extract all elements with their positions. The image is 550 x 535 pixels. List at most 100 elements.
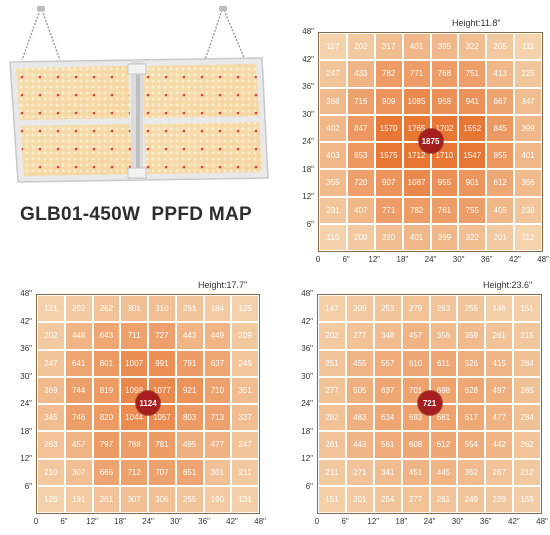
ppfd-cell: 125 [37, 485, 65, 513]
ppfd-cell: 261 [318, 431, 346, 459]
ppfd-cell: 301 [203, 458, 232, 486]
ppfd-cell: 1098 [120, 376, 148, 404]
ppfd-cell: 356 [429, 322, 458, 350]
ppfd-cell: 407 [346, 196, 375, 224]
ppfd-cell: 955 [430, 169, 459, 197]
y-axis-label: 36" [301, 344, 313, 353]
led-grow-light-image [9, 6, 269, 183]
ppfd-cell: 395 [430, 33, 459, 61]
x-axis-label: 0 [315, 255, 321, 264]
ppfd-cell: 637 [203, 349, 232, 377]
ppfd-cell: 263 [429, 295, 458, 323]
ppfd-cell: 220 [485, 485, 514, 513]
ppfd-cell: 184 [203, 295, 232, 323]
ppfd-cell: 665 [92, 458, 121, 486]
ppfd-cell: 751 [458, 60, 487, 88]
ppfd-cell: 202 [37, 322, 65, 350]
ppfd-cell: 744 [64, 376, 93, 404]
y-axis-label: 12" [302, 192, 314, 201]
ppfd-cell: 641 [64, 349, 93, 377]
ppfd-cell: 202 [318, 322, 346, 350]
x-axis-label: 12" [368, 255, 381, 264]
center-ppfd-badge: 721 [417, 391, 442, 415]
ppfd-cell: 284 [513, 404, 541, 432]
y-axis-label: 30" [20, 371, 32, 381]
x-axis-label: 36" [198, 517, 210, 526]
ppfd-cell: 337 [231, 404, 259, 432]
ppfd-cell: 612 [486, 169, 515, 197]
ppfd-cell: 941 [458, 87, 487, 115]
x-axis-label: 12" [86, 517, 98, 526]
ppfd-cell: 853 [346, 142, 375, 170]
ppfd-cell: 637 [373, 376, 402, 404]
ppfd-cell: 261 [485, 322, 514, 350]
ppfd-cell: 261 [92, 485, 121, 513]
ppfd-cell: 483 [345, 404, 374, 432]
ppfd-cell: 348 [373, 322, 402, 350]
ppfd-cell: 212 [513, 458, 541, 486]
ppfd-cell: 247 [319, 60, 347, 88]
x-axis-label: 24" [424, 255, 437, 264]
x-axis-label: 30" [451, 517, 464, 526]
x-axis-label: 18" [114, 517, 126, 526]
x-axis-label: 36" [479, 517, 492, 526]
ppfd-cell: 405 [486, 196, 515, 224]
map-height-label: Height:11.8" [452, 18, 501, 28]
ppfd-cell: 445 [429, 458, 458, 486]
ppfd-cell: 782 [402, 196, 431, 224]
y-axis-label: 30" [301, 371, 313, 381]
x-axis-label: 6" [341, 517, 349, 526]
ppfd-cell: 111 [514, 33, 542, 61]
ppfd-cell: 803 [175, 404, 204, 432]
ppfd-cell: 131 [231, 485, 259, 513]
ppfd-grid: 147 209 253 279 263 255 146 151 202 277 348 457 356 3… [317, 294, 542, 514]
ppfd-cell: 991 [148, 349, 176, 377]
ppfd-cell: 202 [64, 295, 93, 323]
ppfd-cell: 921 [175, 376, 204, 404]
ppfd-cell: 355 [319, 169, 347, 197]
x-axis-label: 30" [170, 517, 182, 526]
product-title: GLB01-450W PPFD MAP [20, 204, 252, 225]
ppfd-cell: 155 [513, 485, 541, 513]
ppfd-cell: 1085 [402, 87, 431, 115]
x-axis-label: 42" [508, 517, 520, 526]
ppfd-cell: 261 [429, 485, 458, 513]
y-axis-label: 6" [305, 481, 313, 491]
ppfd-cell: 215 [513, 322, 541, 350]
ppfd-cell: 251 [318, 349, 346, 377]
ppfd-cell: 147 [318, 295, 346, 323]
ppfd-cell: 495 [175, 431, 204, 459]
ppfd-cell: 771 [402, 60, 431, 88]
ppfd-cell: 449 [203, 322, 232, 350]
map-height-label: Height:23.6" [483, 280, 533, 290]
y-axis-label: 24" [301, 399, 313, 408]
ppfd-cell: 249 [457, 485, 486, 513]
ppfd-cell: 307 [64, 458, 93, 486]
ppfd-cell: 497 [485, 376, 514, 404]
ppfd-cell: 253 [373, 295, 402, 323]
ppfd-cell: 847 [346, 114, 375, 142]
ppfd-cell: 210 [37, 458, 65, 486]
ppfd-cell: 201 [345, 485, 374, 513]
ppfd-cell: 712 [120, 458, 148, 486]
ppfd-cell: 285 [513, 376, 541, 404]
ppfd-cell: 1087 [402, 169, 431, 197]
ppfd-cell: 477 [203, 431, 232, 459]
ppfd-cell: 909 [374, 87, 403, 115]
y-axis-label: 36" [302, 82, 314, 91]
ppfd-cell: 356 [514, 169, 542, 197]
x-axis-label: 36" [480, 255, 493, 264]
ppfd-cell: 211 [318, 458, 346, 486]
ppfd-cell: 443 [175, 322, 204, 350]
ppfd-cell: 610 [401, 349, 430, 377]
ppfd-cell: 301 [120, 295, 148, 323]
ppfd-cell: 901 [458, 169, 487, 197]
y-axis-label: 18" [302, 164, 314, 174]
ppfd-cell: 282 [318, 404, 346, 432]
ppfd-cell: 608 [401, 431, 430, 459]
ppfd-cell: 369 [37, 376, 65, 404]
ppfd-cell: 617 [457, 404, 486, 432]
center-ppfd-badge: 1875 [418, 129, 443, 153]
ppfd-cell: 413 [486, 60, 515, 88]
ppfd-cell: 368 [319, 87, 347, 115]
